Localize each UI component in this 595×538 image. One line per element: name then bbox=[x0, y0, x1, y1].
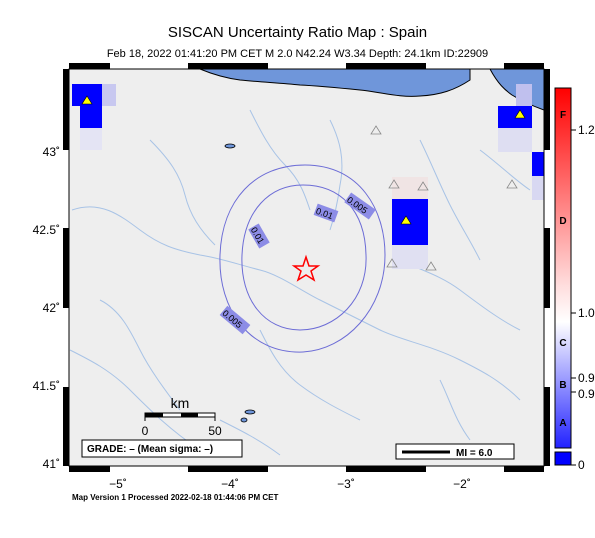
lon-tick-label: −3˚ bbox=[337, 477, 355, 491]
map-title: SISCAN Uncertainty Ratio Map : Spain bbox=[167, 24, 428, 41]
colorbar-value: 0.9 bbox=[578, 387, 595, 401]
lat-tick-label: 43˚ bbox=[43, 145, 60, 159]
land-background bbox=[69, 69, 544, 466]
triangle-icon bbox=[81, 95, 93, 105]
scale-bar: km 0 50 bbox=[142, 395, 222, 438]
lon-tick-label: −5˚ bbox=[109, 477, 127, 491]
triangle-icon bbox=[417, 181, 429, 191]
triangle-icon bbox=[386, 258, 398, 268]
triangle-icon bbox=[370, 125, 382, 135]
colorbar-letter: F bbox=[560, 110, 566, 121]
scale-start: 0 bbox=[142, 424, 149, 438]
sea-water bbox=[199, 69, 471, 97]
map-subtitle: Feb 18, 2022 01:41:20 PM CET M 2.0 N42.2… bbox=[106, 48, 489, 60]
lon-axis: −5˚ −4˚ −3˚ −2˚ bbox=[109, 477, 471, 491]
lon-tick-label: −2˚ bbox=[453, 477, 471, 491]
colorbar-letter: B bbox=[559, 380, 566, 391]
lat-tick-label: 42˚ bbox=[43, 301, 60, 315]
lat-axis: 41˚ 41.5˚ 42˚ 42.5˚ 43˚ bbox=[33, 145, 60, 471]
colorbar-value: 0.9 bbox=[578, 371, 595, 385]
map-footer: Map Version 1 Processed 2022-02-18 01:44… bbox=[72, 493, 279, 502]
grade-box: GRADE: – (Mean sigma: –) bbox=[81, 439, 243, 458]
contours bbox=[219, 164, 386, 353]
rivers bbox=[69, 109, 531, 456]
lon-tick-label: −4˚ bbox=[221, 477, 239, 491]
colorbar-value: 1.2 bbox=[578, 123, 595, 137]
mi-legend: MI = 6.0 bbox=[395, 443, 515, 460]
triangle-icon bbox=[514, 109, 526, 119]
map-area: 0.01 0.01 0.005 0.005 bbox=[69, 69, 544, 466]
triangle-icon bbox=[388, 179, 400, 189]
colorbar-value: 1.0 bbox=[578, 306, 595, 320]
scale-end: 50 bbox=[208, 424, 222, 438]
colorbar-letter: D bbox=[559, 216, 566, 227]
colorbar-letter: A bbox=[559, 418, 566, 429]
triangle-icon bbox=[506, 179, 518, 189]
colorbar-letter: C bbox=[559, 338, 566, 349]
triangle-icon bbox=[400, 215, 412, 225]
scale-unit: km bbox=[171, 395, 190, 411]
mi-label: MI = 6.0 bbox=[456, 448, 493, 459]
lake bbox=[240, 417, 248, 423]
stations bbox=[81, 95, 526, 271]
lat-tick-label: 41.5˚ bbox=[33, 379, 60, 393]
lake bbox=[224, 143, 236, 149]
colorbar-value: 0 bbox=[578, 458, 585, 472]
star-icon bbox=[291, 254, 321, 282]
map-border-ticks bbox=[63, 63, 550, 472]
uncertainty-grid bbox=[72, 84, 544, 269]
lake bbox=[244, 409, 256, 415]
triangle-icon bbox=[425, 261, 437, 271]
grade-text: GRADE: – (Mean sigma: –) bbox=[87, 444, 213, 455]
lat-tick-label: 42.5˚ bbox=[33, 223, 60, 237]
colorbar: 1.2 1.0 0.9 0.9 0 F D C B A bbox=[554, 87, 595, 472]
lat-tick-label: 41˚ bbox=[43, 457, 60, 471]
